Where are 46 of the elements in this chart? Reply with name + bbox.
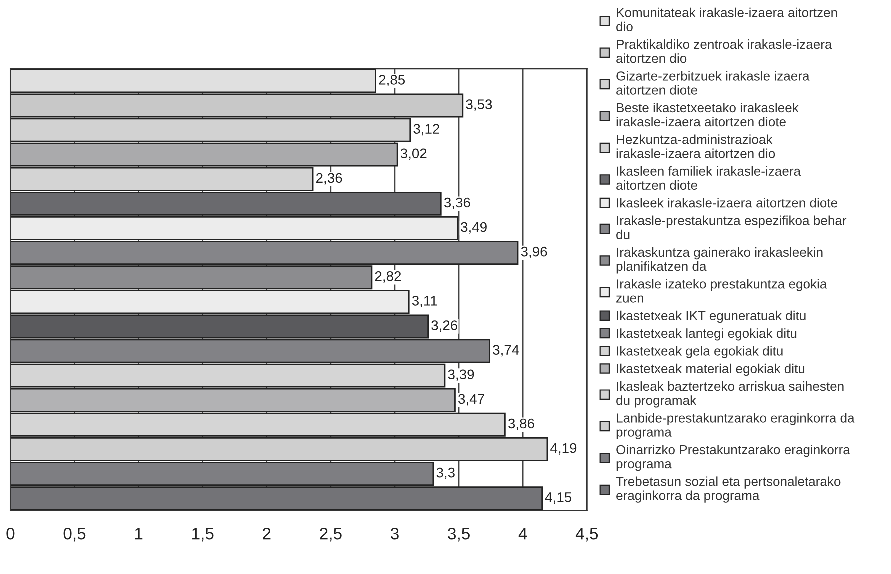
legend-label: Komunitateak irakasle-izaera aitortzen dio (616, 8, 838, 32)
legend-label: Irakasle izateko prestakuntza egokia zuen (616, 279, 828, 303)
data-label: 2,85 (379, 75, 406, 87)
data-label: 3,47 (458, 394, 484, 406)
legend-label: Ikastetxeak gela egokiak ditu (617, 346, 783, 358)
data-label: 3,86 (508, 418, 534, 430)
data-label: 3,3 (436, 468, 455, 480)
data-label: 3,26 (432, 320, 458, 332)
legend-label: Ikasleen familiek irakasle-izaera aitortzen diote (616, 166, 802, 190)
x-tick-label: 1 (135, 528, 143, 540)
x-tick-label: 4 (518, 528, 528, 540)
x-tick-label: 4,5 (576, 528, 598, 542)
data-label: 3,36 (444, 198, 470, 210)
legend-label: Oinarrizko Prestakuntzarako eraginkorra programa (616, 444, 850, 472)
legend-label: Beste ikastetxeetako irakasleek irakasle-izaera aitortzen diote (616, 102, 799, 127)
data-label: 4,19 (550, 443, 577, 455)
data-label: 3,96 (521, 246, 548, 258)
x-tick-label: 3 (391, 528, 399, 540)
legend-label: Ikastetxeak material egokiak ditu (617, 364, 805, 376)
legend-label: Hezkuntza-administrazioak irakasle-izaera aitortzen dio (616, 134, 776, 158)
legend-label: Ikasleak baztertzeko arriskua saihesten du programak (616, 382, 844, 408)
legend-label: Gizarte-zerbitzuek irakasle izaera aitortzen diote (616, 71, 810, 95)
data-label: 4,15 (545, 492, 572, 504)
data-label: 3,11 (412, 296, 438, 308)
data-label: 3,74 (493, 345, 520, 357)
x-tick-label: 2 (263, 528, 271, 540)
legend-label: Irakaskuntza gainerako irakasleekin planifikatzen da (616, 248, 823, 274)
x-tick-label: 1,5 (192, 528, 214, 542)
legend-label: Ikastetxeak IKT eguneratuak ditu (617, 310, 806, 324)
x-tick-label: 0 (6, 528, 15, 540)
legend-label: Irakasle-prestakuntza espezifikoa behar du (616, 216, 847, 240)
legend-label: Ikasleek irakasle-izaera aitortzen diote (617, 198, 838, 208)
data-label: 2,82 (375, 271, 402, 283)
data-label: 3,53 (466, 100, 492, 112)
legend-label: Trebetasun sozial eta pertsonaletarako eraginkorra da programa (616, 476, 841, 503)
legend-label: Ikastetxeak lantegi egokiak ditu (617, 328, 797, 341)
x-tick-label: 3,5 (448, 528, 470, 542)
x-tick-label: 2,5 (320, 528, 342, 542)
legend-label: Praktikaldiko zentroak irakasle-izaera aitortzen dio (616, 40, 832, 64)
data-label: 3,12 (414, 124, 440, 136)
data-label: 3,39 (448, 370, 474, 382)
data-label: 3,02 (400, 148, 427, 160)
data-label: 3,49 (461, 222, 487, 234)
data-label: 2,36 (316, 173, 342, 185)
legend-label: Lanbide-prestakuntzarako eraginkorra da programa (616, 413, 855, 440)
x-tick-label: 0,5 (64, 528, 86, 542)
